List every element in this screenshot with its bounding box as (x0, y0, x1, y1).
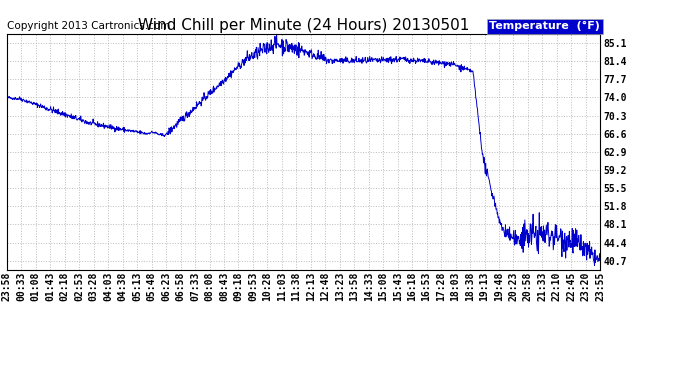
Text: Temperature  (°F): Temperature (°F) (489, 21, 600, 32)
Text: Copyright 2013 Cartronics.com: Copyright 2013 Cartronics.com (7, 21, 170, 32)
Title: Wind Chill per Minute (24 Hours) 20130501: Wind Chill per Minute (24 Hours) 2013050… (138, 18, 469, 33)
